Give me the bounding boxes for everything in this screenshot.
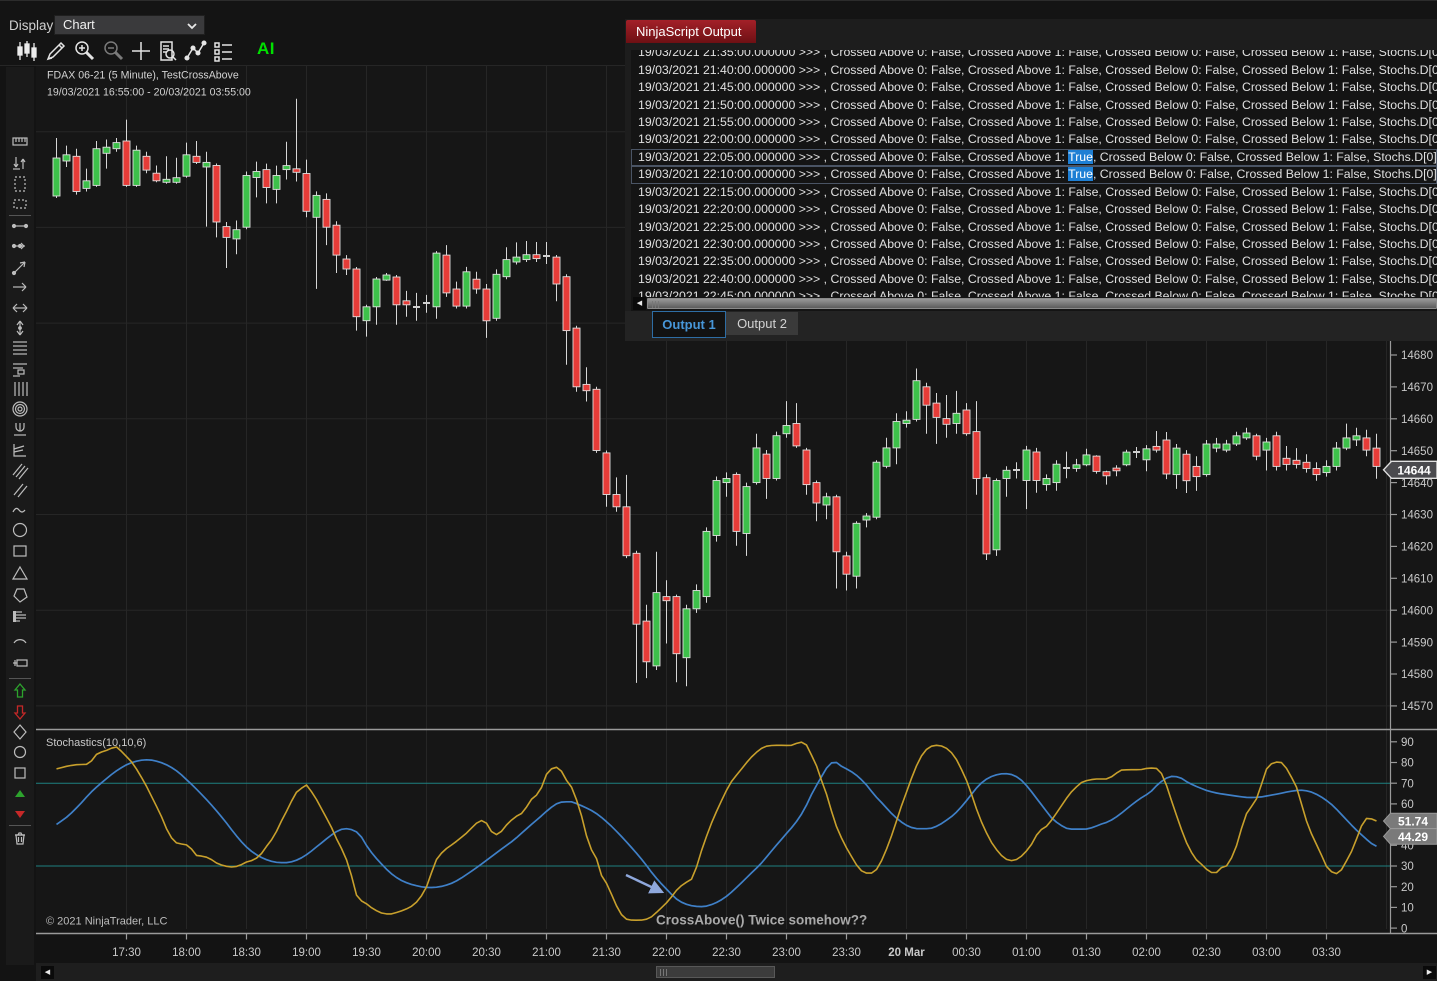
svg-text:02:30: 02:30: [1192, 947, 1221, 959]
svg-text:18:00: 18:00: [172, 947, 201, 959]
svg-text:10: 10: [1401, 903, 1414, 915]
svg-text:14650: 14650: [1401, 446, 1433, 458]
svg-text:19/03/2021 16:55:00 - 20/03/20: 19/03/2021 16:55:00 - 20/03/2021 03:55:0…: [47, 87, 251, 99]
svg-text:14570: 14570: [1401, 701, 1433, 713]
svg-text:22:00: 22:00: [652, 947, 681, 959]
svg-text:60: 60: [1401, 799, 1414, 811]
svg-text:44.29: 44.29: [1398, 830, 1428, 844]
svg-text:14660: 14660: [1401, 414, 1433, 426]
svg-text:CrossAbove() Twice somehow??: CrossAbove() Twice somehow??: [656, 913, 867, 928]
svg-text:19:00: 19:00: [292, 947, 321, 959]
svg-text:14680: 14680: [1401, 350, 1433, 362]
svg-text:14610: 14610: [1401, 574, 1433, 586]
svg-text:19:30: 19:30: [352, 947, 381, 959]
svg-text:21:00: 21:00: [532, 947, 561, 959]
svg-text:20:30: 20:30: [472, 947, 501, 959]
svg-text:01:30: 01:30: [1072, 947, 1101, 959]
svg-text:14580: 14580: [1401, 669, 1433, 681]
svg-text:14620: 14620: [1401, 542, 1433, 554]
svg-text:21:30: 21:30: [592, 947, 621, 959]
svg-text:70: 70: [1401, 778, 1414, 790]
svg-text:23:30: 23:30: [832, 947, 861, 959]
svg-text:01:00: 01:00: [1012, 947, 1041, 959]
svg-text:20: 20: [1401, 882, 1414, 894]
svg-text:18:30: 18:30: [232, 947, 261, 959]
svg-text:14630: 14630: [1401, 510, 1433, 522]
svg-text:90: 90: [1401, 737, 1414, 749]
svg-text:© 2021 NinjaTrader, LLC: © 2021 NinjaTrader, LLC: [46, 916, 167, 928]
svg-text:00:30: 00:30: [952, 947, 981, 959]
svg-text:FDAX 06-21 (5 Minute), TestCro: FDAX 06-21 (5 Minute), TestCrossAbove: [47, 70, 239, 82]
svg-text:14640: 14640: [1401, 478, 1433, 490]
svg-text:17:30: 17:30: [112, 947, 141, 959]
svg-text:20 Mar: 20 Mar: [888, 947, 925, 959]
svg-text:30: 30: [1401, 861, 1414, 873]
svg-text:20:00: 20:00: [412, 947, 441, 959]
svg-text:14670: 14670: [1401, 382, 1433, 394]
svg-text:80: 80: [1401, 758, 1414, 770]
svg-text:Stochastics(10,10,6): Stochastics(10,10,6): [46, 737, 146, 749]
svg-text:22:30: 22:30: [712, 947, 741, 959]
svg-text:51.74: 51.74: [1398, 814, 1428, 828]
svg-text:0: 0: [1401, 923, 1407, 935]
svg-text:14590: 14590: [1401, 637, 1433, 649]
svg-text:23:00: 23:00: [772, 947, 801, 959]
svg-text:03:30: 03:30: [1312, 947, 1341, 959]
svg-text:14644: 14644: [1397, 463, 1431, 477]
svg-text:14600: 14600: [1401, 605, 1433, 617]
svg-text:02:00: 02:00: [1132, 947, 1161, 959]
svg-text:03:00: 03:00: [1252, 947, 1281, 959]
